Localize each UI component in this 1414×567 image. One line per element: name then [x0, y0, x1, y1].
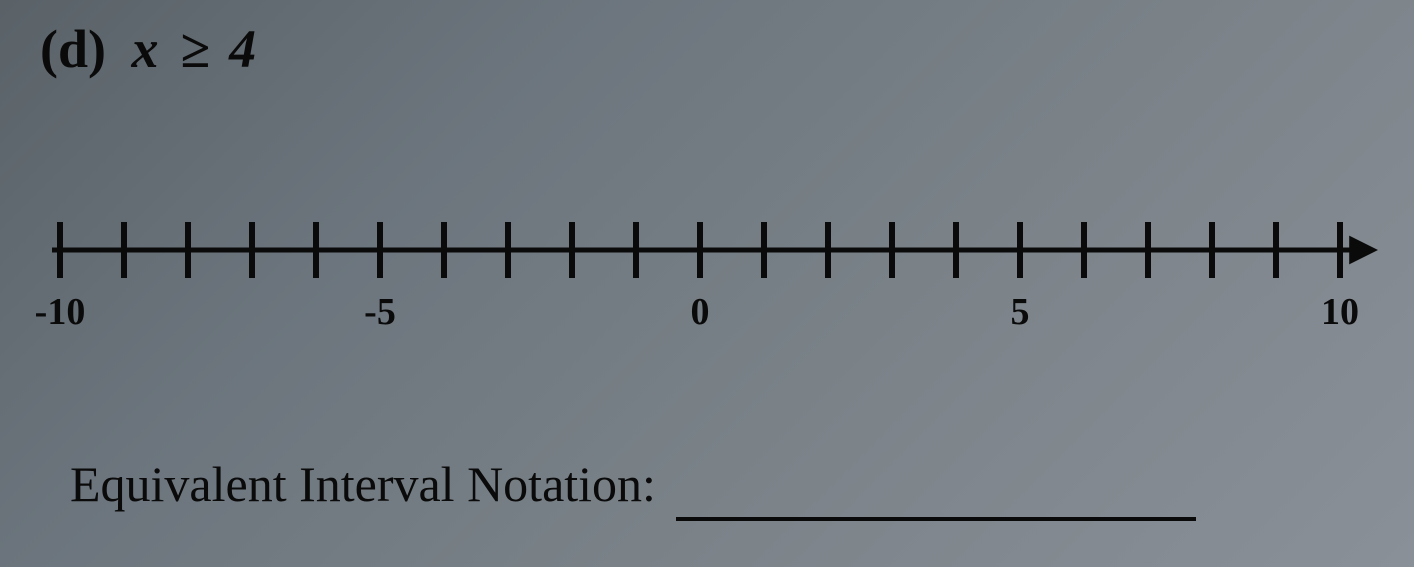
answer-blank[interactable]: [676, 517, 1196, 521]
svg-text:0: 0: [691, 291, 710, 330]
inequality-variable: x: [132, 19, 159, 79]
problem-label: (d) x ≥ 4: [40, 18, 256, 80]
number-line-svg: -10 -5 0 5 10: [30, 200, 1390, 330]
prompt-text: Equivalent Interval Notation:: [70, 456, 656, 512]
svg-text:-10: -10: [35, 291, 86, 330]
svg-text:5: 5: [1011, 291, 1030, 330]
svg-text:-5: -5: [364, 291, 396, 330]
inequality-operator: ≥: [180, 19, 210, 79]
number-line: -10 -5 0 5 10: [30, 200, 1390, 330]
problem-part: (d): [40, 19, 106, 79]
inequality-value: 4: [229, 19, 256, 79]
svg-text:10: 10: [1321, 291, 1359, 330]
prompt-line: Equivalent Interval Notation:: [70, 455, 1196, 513]
